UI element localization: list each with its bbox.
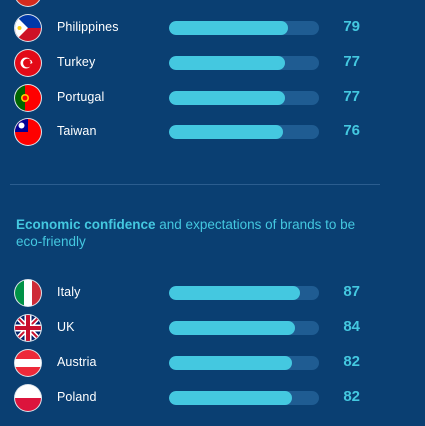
bar-track: [169, 321, 319, 335]
list-item-uk: UK 84: [0, 313, 425, 343]
section-title-bold: Economic confidence: [16, 217, 156, 232]
value-label: 82: [343, 388, 360, 405]
bar-track: [169, 56, 319, 70]
flag-portugal-icon: [15, 85, 41, 111]
bar-track: [169, 286, 319, 300]
list-item-italy: Italy 87: [0, 278, 425, 308]
value-label: 87: [343, 283, 360, 300]
flag-philippines-icon: [15, 15, 41, 41]
section-title: Economic confidence and expectations of …: [16, 216, 376, 250]
bar: [169, 21, 288, 35]
bar-track: [169, 125, 319, 139]
bar: [169, 356, 292, 370]
list-item-portugal: Portugal 77: [0, 83, 425, 113]
value-label: 79: [343, 18, 360, 35]
country-label: Taiwan: [57, 124, 97, 138]
flag-poland-icon: [15, 385, 41, 411]
bar: [169, 391, 292, 405]
value-label: 76: [343, 122, 360, 139]
country-label: Austria: [57, 355, 97, 369]
country-label: Portugal: [57, 90, 105, 104]
country-label: Italy: [57, 285, 81, 299]
list-item-turkey: Turkey 77: [0, 48, 425, 78]
bar: [169, 321, 295, 335]
value-label: 84: [343, 318, 360, 335]
country-label: UK: [57, 320, 75, 334]
flag-taiwan-icon: [15, 119, 41, 145]
flag-uk-icon: [15, 315, 41, 341]
bar: [169, 286, 300, 300]
section-divider: [10, 184, 380, 185]
country-label: Turkey: [57, 55, 96, 69]
flag-cropped-icon: [15, 0, 41, 6]
bar: [169, 56, 285, 70]
flag-austria-icon: [15, 350, 41, 376]
bar-track: [169, 91, 319, 105]
list-item-taiwan: Taiwan 76: [0, 117, 425, 147]
bar: [169, 91, 285, 105]
bar: [169, 125, 283, 139]
list-item-philippines: Philippines 79: [0, 13, 425, 43]
bar-track: [169, 391, 319, 405]
value-label: 77: [343, 53, 360, 70]
section-title-rest: and expectations of brands to be eco-fri…: [16, 217, 356, 249]
value-label: 77: [343, 88, 360, 105]
list-item-austria: Austria 82: [0, 348, 425, 378]
country-label: Philippines: [57, 20, 119, 34]
cropped-top-row: [0, 0, 425, 6]
list-item-poland: Poland 82: [0, 383, 425, 413]
flag-turkey-icon: [15, 50, 41, 76]
country-label: Poland: [57, 390, 97, 404]
value-label: 82: [343, 353, 360, 370]
bar-track: [169, 356, 319, 370]
flag-italy-icon: [15, 280, 41, 306]
bar-track: [169, 21, 319, 35]
